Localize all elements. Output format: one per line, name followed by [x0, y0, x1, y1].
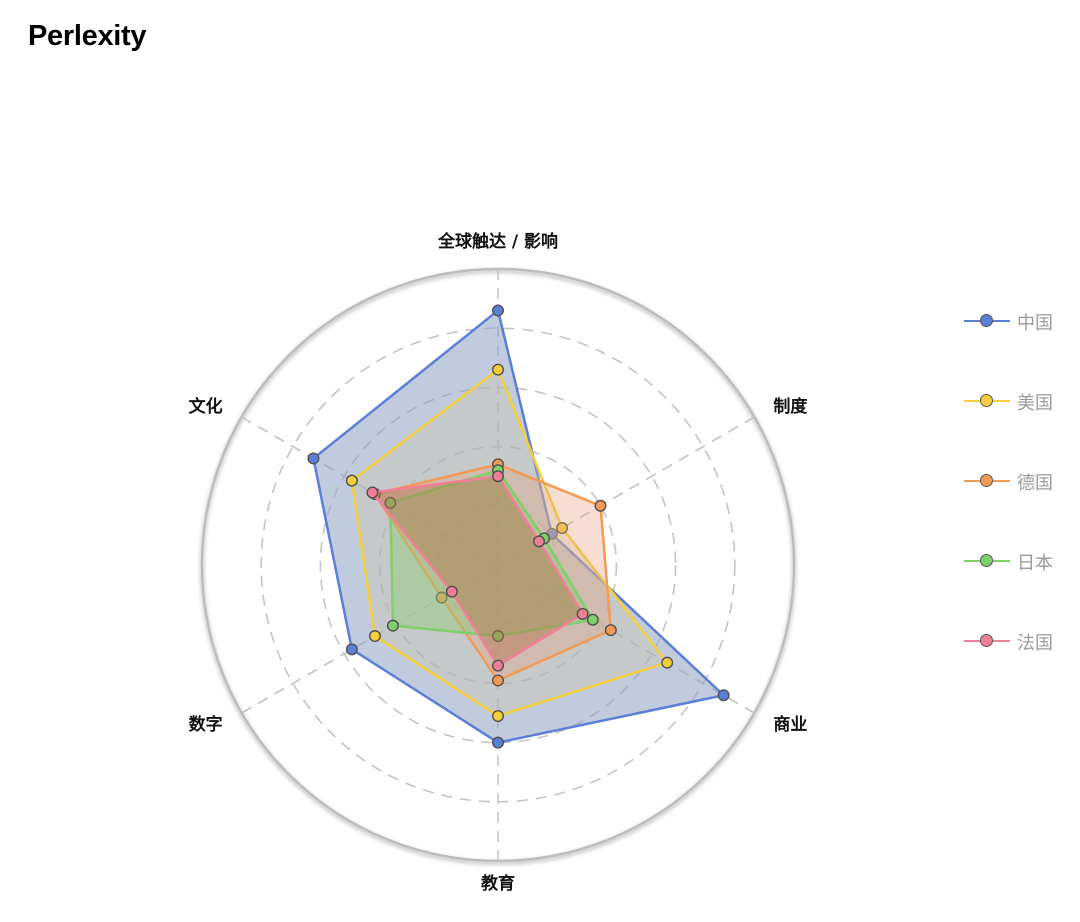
legend-marker-icon [980, 554, 993, 567]
data-point[interactable] [492, 709, 505, 722]
data-point[interactable] [661, 656, 674, 669]
data-point[interactable] [384, 496, 397, 509]
axis-label: 数字 [189, 714, 223, 735]
legend-marker-icon [980, 314, 993, 327]
data-point[interactable] [492, 363, 505, 376]
data-point[interactable] [556, 522, 569, 535]
legend-label: 法国 [1017, 633, 1053, 654]
legend-label: 日本 [1017, 553, 1053, 574]
data-point[interactable] [445, 585, 458, 598]
legend-label: 美国 [1017, 393, 1053, 414]
series-0 [307, 304, 730, 749]
data-point[interactable] [345, 643, 358, 656]
legend-marker-icon [980, 394, 993, 407]
data-point[interactable] [717, 689, 730, 702]
series-4 [366, 470, 589, 672]
legend-marker-icon [980, 474, 993, 487]
axis-label: 教育 [480, 873, 515, 894]
data-point[interactable] [604, 624, 617, 637]
legend-marker-icon [980, 634, 993, 647]
data-point[interactable] [492, 674, 505, 687]
axis-label: 制度 [773, 396, 808, 417]
data-point[interactable] [533, 535, 546, 548]
data-point[interactable] [368, 630, 381, 643]
axis-label: 商业 [773, 714, 807, 735]
axis-label: 全球触达 / 影响 [437, 231, 558, 252]
data-point[interactable] [492, 659, 505, 672]
radar-series [307, 304, 730, 749]
data-point[interactable] [386, 619, 399, 632]
page-title: Perlexity [28, 20, 147, 52]
data-point[interactable] [366, 486, 379, 499]
legend-label: 德国 [1017, 473, 1053, 494]
data-point[interactable] [492, 630, 505, 643]
legend-label: 中国 [1017, 313, 1053, 334]
data-point[interactable] [594, 499, 607, 512]
data-point[interactable] [435, 591, 448, 604]
data-point[interactable] [492, 470, 505, 483]
axis-label: 文化 [189, 396, 223, 417]
data-point[interactable] [307, 452, 320, 465]
data-point[interactable] [492, 304, 505, 317]
data-point[interactable] [492, 736, 505, 749]
data-point[interactable] [345, 474, 358, 487]
data-point[interactable] [586, 613, 599, 626]
data-point[interactable] [576, 607, 589, 620]
